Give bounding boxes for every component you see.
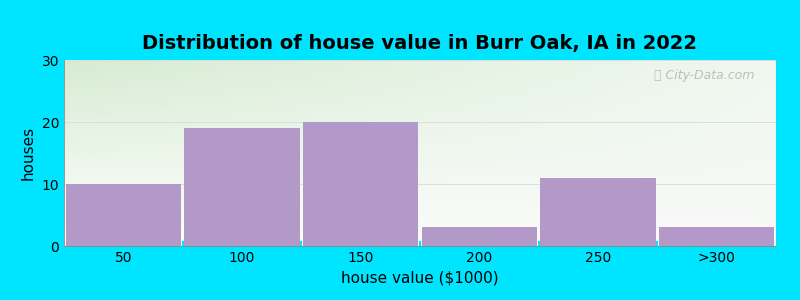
Bar <box>303 122 418 246</box>
Bar <box>185 128 299 246</box>
Bar <box>541 178 655 246</box>
Y-axis label: houses: houses <box>21 126 36 180</box>
Bar <box>659 227 774 246</box>
Bar <box>422 227 537 246</box>
Bar <box>66 184 181 246</box>
Title: Distribution of house value in Burr Oak, IA in 2022: Distribution of house value in Burr Oak,… <box>142 34 698 53</box>
Text: ⓘ City-Data.com: ⓘ City-Data.com <box>654 69 754 82</box>
X-axis label: house value ($1000): house value ($1000) <box>341 270 499 285</box>
